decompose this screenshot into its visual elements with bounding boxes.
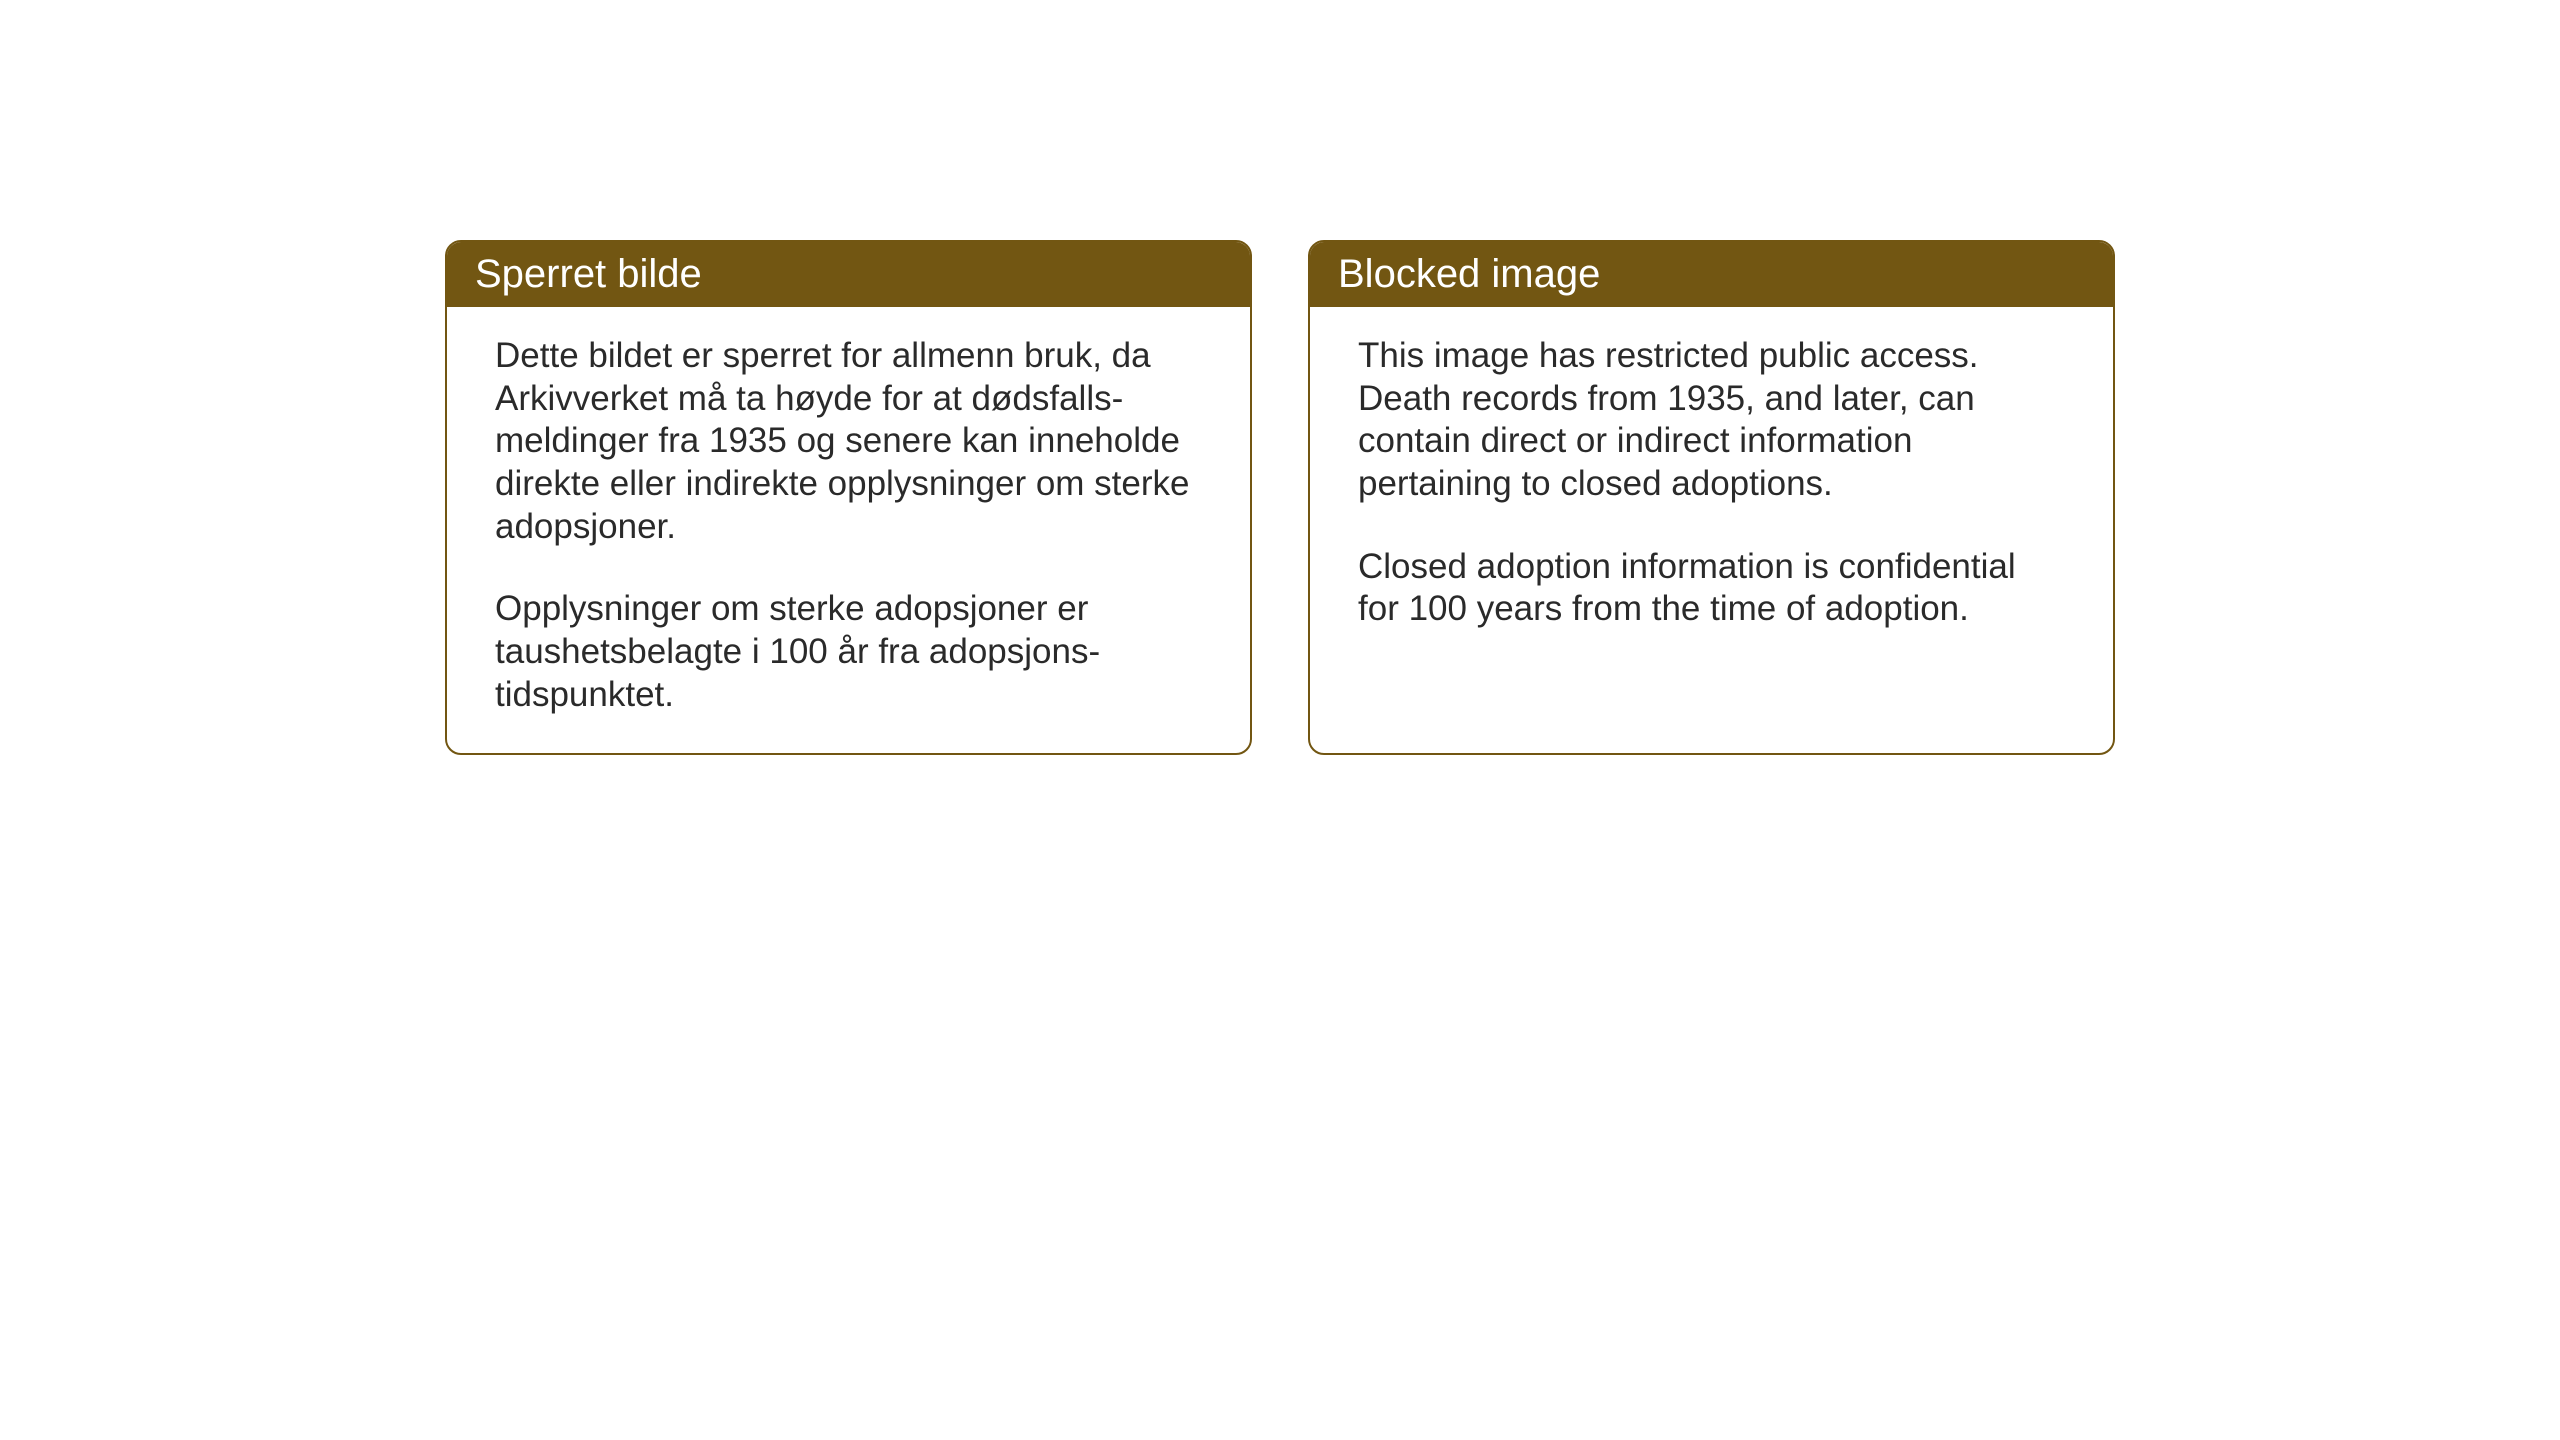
card-header-norwegian: Sperret bilde bbox=[447, 242, 1250, 307]
card-header-english: Blocked image bbox=[1310, 242, 2113, 307]
card-title-english: Blocked image bbox=[1338, 252, 1600, 296]
card-english: Blocked image This image has restricted … bbox=[1308, 240, 2115, 755]
card-body-english: This image has restricted public access.… bbox=[1310, 307, 2113, 667]
card-title-norwegian: Sperret bilde bbox=[475, 252, 702, 296]
card-norwegian: Sperret bilde Dette bildet er sperret fo… bbox=[445, 240, 1252, 755]
card-paragraph-1-norwegian: Dette bildet er sperret for allmenn bruk… bbox=[495, 335, 1202, 548]
card-body-norwegian: Dette bildet er sperret for allmenn bruk… bbox=[447, 307, 1250, 753]
card-paragraph-2-norwegian: Opplysninger om sterke adopsjoner er tau… bbox=[495, 588, 1202, 716]
cards-container: Sperret bilde Dette bildet er sperret fo… bbox=[445, 240, 2115, 755]
card-paragraph-1-english: This image has restricted public access.… bbox=[1358, 335, 2065, 506]
card-paragraph-2-english: Closed adoption information is confident… bbox=[1358, 546, 2065, 631]
